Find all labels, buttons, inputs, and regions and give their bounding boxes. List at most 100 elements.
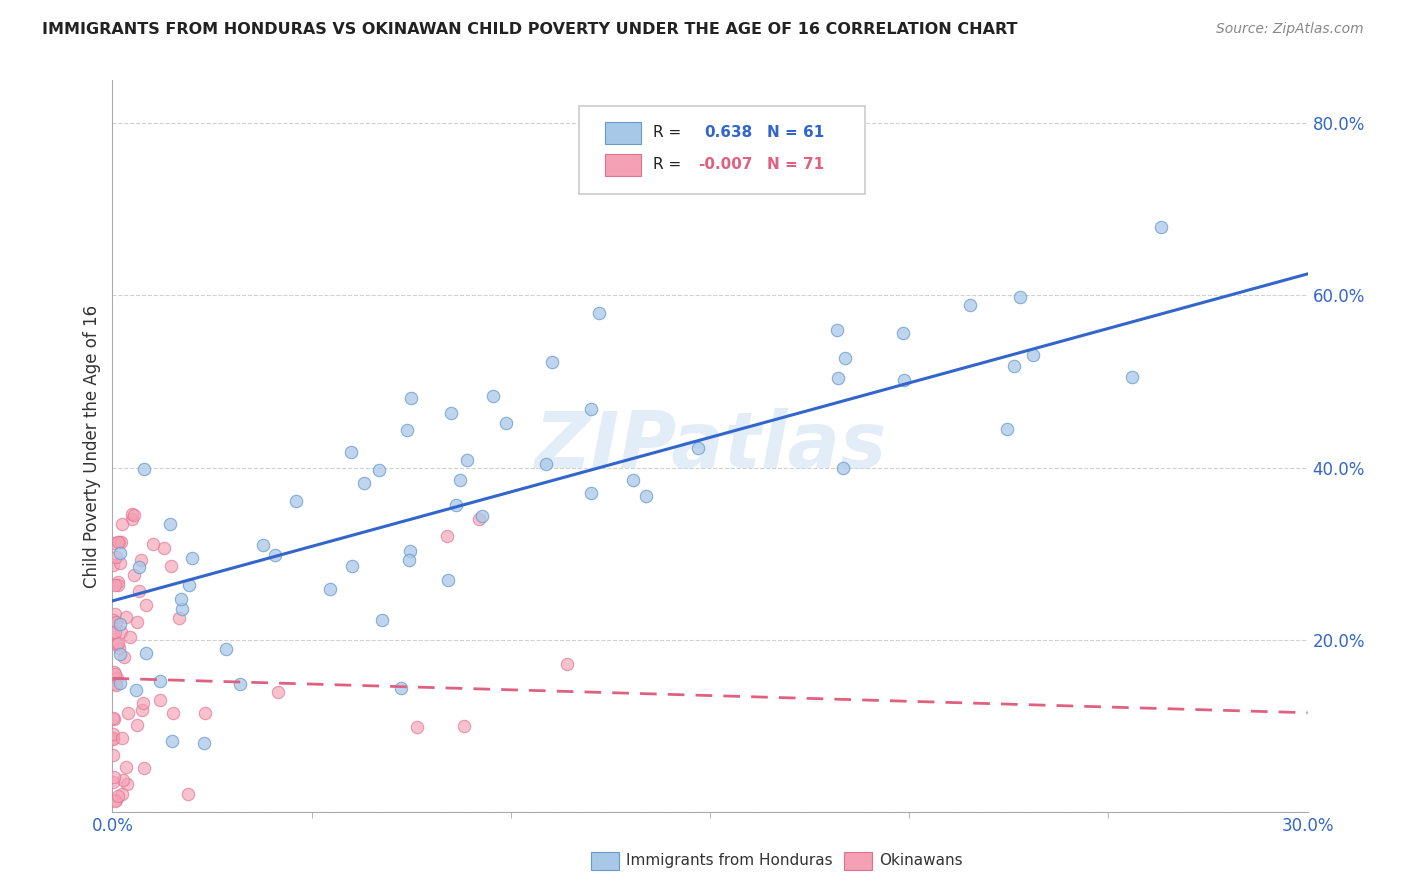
Point [319, 582, 342, 596]
Point [117, 706, 139, 720]
Point [132, 761, 155, 775]
Point [995, 422, 1018, 436]
Point [588, 305, 610, 319]
Y-axis label: Child Poverty Under the Age of 16: Child Poverty Under the Age of 16 [83, 304, 101, 588]
Point [101, 558, 124, 573]
Point [1010, 290, 1032, 304]
Text: R =: R = [652, 125, 681, 140]
Point [495, 416, 517, 430]
Point [252, 538, 274, 552]
Point [167, 611, 190, 625]
Point [832, 460, 855, 475]
Point [1121, 370, 1143, 384]
Point [179, 578, 201, 592]
Point [122, 568, 145, 582]
Point [160, 558, 183, 573]
Point [101, 731, 124, 746]
Point [263, 548, 285, 562]
Point [162, 734, 184, 748]
Point [555, 657, 578, 671]
FancyBboxPatch shape [605, 154, 641, 176]
Text: Source: ZipAtlas.com: Source: ZipAtlas.com [1216, 22, 1364, 37]
Point [536, 458, 558, 472]
Point [108, 535, 131, 549]
Point [135, 599, 157, 613]
Point [104, 624, 127, 639]
Point [105, 549, 128, 564]
Point [101, 613, 124, 627]
Point [353, 476, 375, 491]
Point [104, 666, 127, 681]
Point [142, 537, 165, 551]
Point [121, 507, 143, 521]
Point [110, 625, 132, 640]
Point [107, 575, 129, 590]
Point [107, 635, 129, 649]
Point [108, 556, 131, 570]
Point [437, 573, 460, 587]
Point [284, 493, 307, 508]
Point [111, 788, 134, 802]
Point [170, 591, 193, 606]
Point [827, 370, 849, 384]
Point [103, 712, 125, 726]
Point [436, 529, 458, 543]
Text: N = 71: N = 71 [768, 157, 824, 172]
Point [389, 681, 412, 696]
Point [456, 453, 478, 467]
Point [453, 719, 475, 733]
Point [105, 671, 128, 685]
Point [395, 423, 418, 437]
Point [101, 731, 124, 745]
Text: Immigrants from Honduras: Immigrants from Honduras [626, 854, 832, 868]
Point [132, 696, 155, 710]
Point [959, 298, 981, 312]
Point [104, 607, 127, 621]
Point [114, 760, 136, 774]
Point [340, 445, 363, 459]
Point [194, 706, 217, 720]
Point [405, 720, 427, 734]
Text: Okinawans: Okinawans [879, 854, 962, 868]
Text: 0.638: 0.638 [704, 125, 752, 140]
Point [162, 706, 184, 720]
Point [103, 665, 125, 680]
Point [229, 677, 252, 691]
Text: -0.007: -0.007 [699, 157, 752, 172]
Point [1150, 219, 1173, 234]
Point [159, 517, 181, 532]
Point [449, 474, 471, 488]
Point [125, 683, 148, 698]
Point [112, 650, 135, 665]
Point [1022, 348, 1045, 362]
Point [127, 615, 149, 630]
Point [399, 543, 422, 558]
Point [180, 551, 202, 566]
Point [581, 486, 603, 500]
Point [120, 630, 142, 644]
Point [103, 770, 125, 784]
Point [834, 351, 856, 365]
Point [105, 793, 128, 807]
Text: R =: R = [652, 157, 681, 172]
Point [115, 777, 138, 791]
Point [891, 326, 914, 340]
FancyBboxPatch shape [579, 106, 866, 194]
Text: ZIPatlas: ZIPatlas [534, 408, 886, 484]
Point [579, 402, 602, 417]
Point [153, 541, 176, 555]
Point [105, 678, 128, 692]
Point [110, 546, 132, 560]
Point [110, 676, 132, 690]
Point [368, 463, 391, 477]
Point [371, 614, 394, 628]
Point [540, 355, 562, 369]
Point [107, 789, 129, 803]
Point [444, 498, 467, 512]
Point [101, 727, 124, 741]
Point [340, 558, 363, 573]
Point [399, 391, 422, 405]
Point [634, 489, 657, 503]
Point [101, 626, 124, 640]
Point [110, 535, 132, 549]
